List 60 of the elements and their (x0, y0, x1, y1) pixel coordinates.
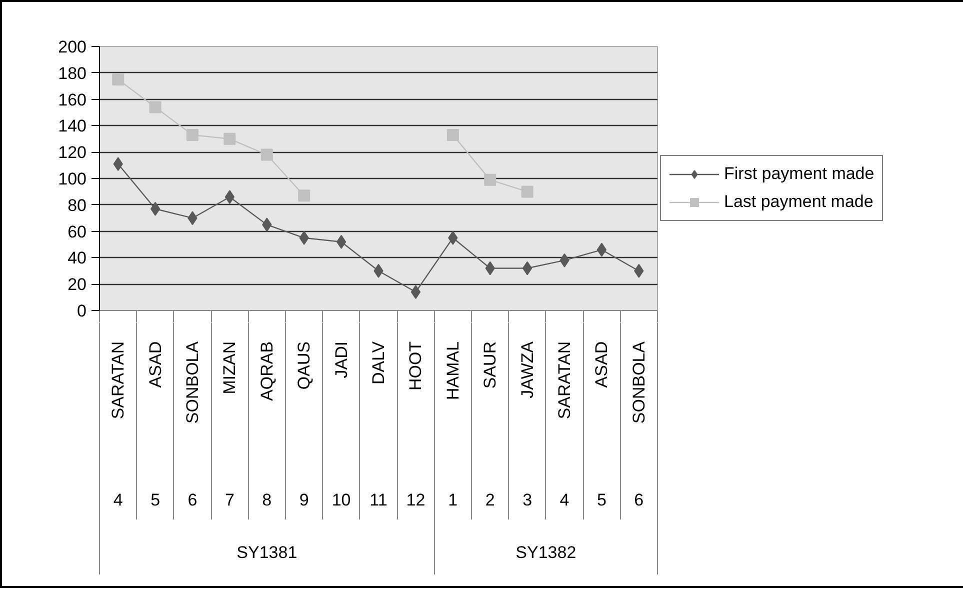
text: 10 (332, 490, 351, 510)
point (112, 74, 124, 86)
point (224, 190, 235, 204)
point (336, 234, 346, 249)
text: 2 (485, 490, 495, 510)
x-tick-label: JAWZA (518, 340, 537, 398)
x-tick-label: SARATAN (555, 341, 574, 420)
text: 4 (560, 490, 570, 510)
text: 3 (522, 490, 532, 510)
point (150, 202, 160, 216)
text: 6 (188, 490, 198, 510)
y-tick-label: 120 (58, 143, 87, 162)
point (596, 242, 607, 257)
legend-label: Last payment made (724, 192, 874, 212)
point (410, 285, 421, 300)
text: 4 (113, 490, 123, 510)
y-tick-label: 0 (77, 302, 87, 320)
y-tick-label: 20 (68, 275, 87, 294)
y-tick-label: 80 (68, 196, 87, 215)
y-tick-label: 100 (58, 170, 87, 188)
x-tick-label: QAUS (294, 341, 314, 390)
point (149, 101, 162, 114)
text: 1 (448, 490, 458, 510)
text: 8 (262, 490, 272, 510)
point (484, 174, 496, 186)
legend-label: First payment made (724, 164, 874, 184)
x-tick-label: DALV (369, 340, 388, 385)
text: SY1381 (236, 543, 298, 562)
text: 5 (596, 490, 606, 510)
point (260, 148, 273, 161)
text: SY1382 (516, 543, 576, 562)
point (224, 132, 236, 145)
y-tick-label: 40 (68, 248, 87, 268)
point (522, 261, 532, 276)
x-tick-label: JADI (332, 341, 351, 378)
x-tick-label: ASAD (146, 341, 165, 388)
text: 11 (370, 490, 388, 510)
y-tick-label: 140 (58, 116, 87, 136)
point (186, 128, 198, 141)
text: 5 (150, 490, 160, 510)
point (298, 190, 310, 202)
point (521, 186, 534, 198)
x-tick-label: HAMAL (443, 341, 462, 400)
y-tick-label: 180 (58, 64, 87, 83)
text: 7 (224, 490, 234, 510)
y-tick-label: 200 (58, 38, 87, 56)
x-tick-label: SAUR (480, 341, 500, 389)
x-tick-label: SONBOLA (629, 340, 648, 424)
x-tick-label: ASAD (592, 341, 612, 388)
text: 9 (299, 490, 309, 510)
point (446, 128, 459, 141)
x-tick-label: HOOT (406, 341, 426, 391)
text: 12 (406, 490, 426, 510)
x-tick-label: MIZAN (220, 341, 240, 394)
y-tick-label: 160 (58, 90, 87, 110)
x-tick-label: SONBOLA (183, 340, 202, 424)
text: 6 (634, 490, 644, 510)
x-tick-label: SARATAN (108, 341, 128, 420)
y-tick-label: 60 (68, 222, 87, 242)
x-tick-label: AQRAB (257, 341, 276, 401)
